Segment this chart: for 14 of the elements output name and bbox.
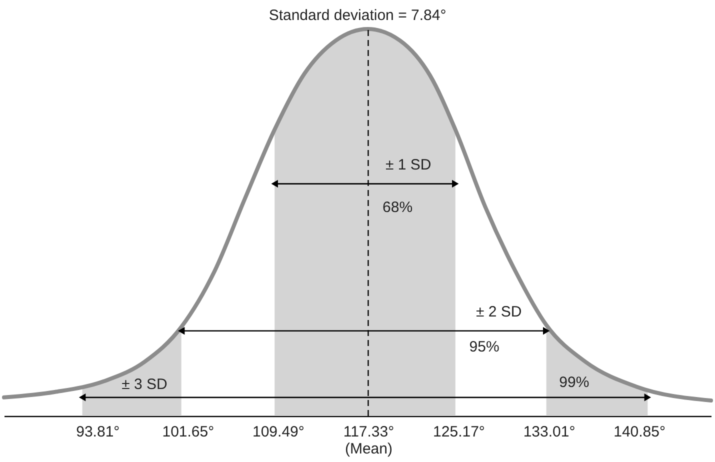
annotation: ± 1 SD xyxy=(385,156,432,174)
annotation: ± 2 SD xyxy=(476,304,522,321)
annotation: 99% xyxy=(559,374,590,391)
x-tick-label: 140.85° xyxy=(614,424,666,440)
x-tick-label: 125.17° xyxy=(433,424,485,440)
x-tick-label: 117.33° (Mean) xyxy=(343,424,394,458)
x-tick-label: 109.49° xyxy=(252,424,304,440)
annotation: ± 3 SD xyxy=(122,376,168,393)
chart-title: Standard deviation = 7.84° xyxy=(268,7,446,24)
x-tick-label: 93.81° xyxy=(76,424,120,440)
annotation: 95% xyxy=(469,338,500,356)
annotation: 68% xyxy=(382,199,413,216)
x-tick-label: 133.01° xyxy=(523,424,576,440)
x-tick-label: 101.65° xyxy=(162,424,214,440)
